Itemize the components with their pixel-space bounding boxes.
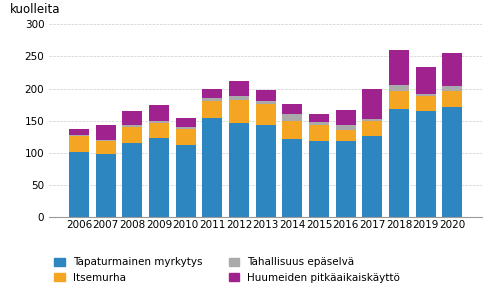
Bar	[95, 141, 116, 154]
Bar	[229, 96, 249, 100]
Bar	[389, 85, 409, 91]
Bar	[256, 104, 276, 125]
Bar	[282, 104, 303, 114]
Bar	[176, 118, 196, 127]
Bar	[95, 154, 116, 217]
Bar	[442, 107, 462, 217]
Bar	[256, 101, 276, 104]
Bar	[389, 91, 409, 109]
Bar	[202, 118, 222, 217]
Bar	[309, 114, 329, 122]
Bar	[229, 82, 249, 96]
Bar	[442, 91, 462, 107]
Bar	[336, 130, 356, 141]
Bar	[69, 135, 89, 136]
Bar	[122, 125, 142, 127]
Bar	[122, 143, 142, 217]
Bar	[149, 121, 169, 124]
Bar	[363, 119, 382, 121]
Bar	[309, 141, 329, 217]
Bar	[363, 136, 382, 217]
Bar	[309, 125, 329, 141]
Bar	[149, 137, 169, 217]
Bar	[309, 122, 329, 125]
Bar	[389, 50, 409, 85]
Bar	[95, 125, 116, 140]
Bar	[389, 109, 409, 217]
Bar	[363, 121, 382, 136]
Text: kuolleita: kuolleita	[10, 3, 61, 16]
Bar	[202, 89, 222, 98]
Bar	[202, 101, 222, 118]
Bar	[69, 129, 89, 135]
Bar	[256, 125, 276, 217]
Bar	[229, 124, 249, 217]
Bar	[69, 136, 89, 153]
Bar	[442, 53, 462, 86]
Bar	[122, 127, 142, 143]
Bar	[176, 145, 196, 217]
Bar	[416, 96, 436, 111]
Bar	[202, 98, 222, 101]
Bar	[282, 121, 303, 139]
Bar	[149, 105, 169, 121]
Bar	[363, 89, 382, 119]
Bar	[416, 67, 436, 95]
Bar	[336, 125, 356, 130]
Legend: Tapaturmainen myrkytys, Itsemurha, Tahallisuus epäselvä, Huumeiden pitkäaikaiskä: Tapaturmainen myrkytys, Itsemurha, Tahal…	[55, 257, 400, 283]
Bar	[176, 129, 196, 145]
Bar	[95, 140, 116, 141]
Bar	[336, 111, 356, 125]
Bar	[229, 100, 249, 124]
Bar	[336, 141, 356, 217]
Bar	[256, 90, 276, 101]
Bar	[416, 111, 436, 217]
Bar	[282, 114, 303, 121]
Bar	[282, 139, 303, 217]
Bar	[442, 86, 462, 91]
Bar	[149, 124, 169, 137]
Bar	[122, 111, 142, 125]
Bar	[416, 95, 436, 96]
Bar	[176, 127, 196, 129]
Bar	[69, 153, 89, 217]
